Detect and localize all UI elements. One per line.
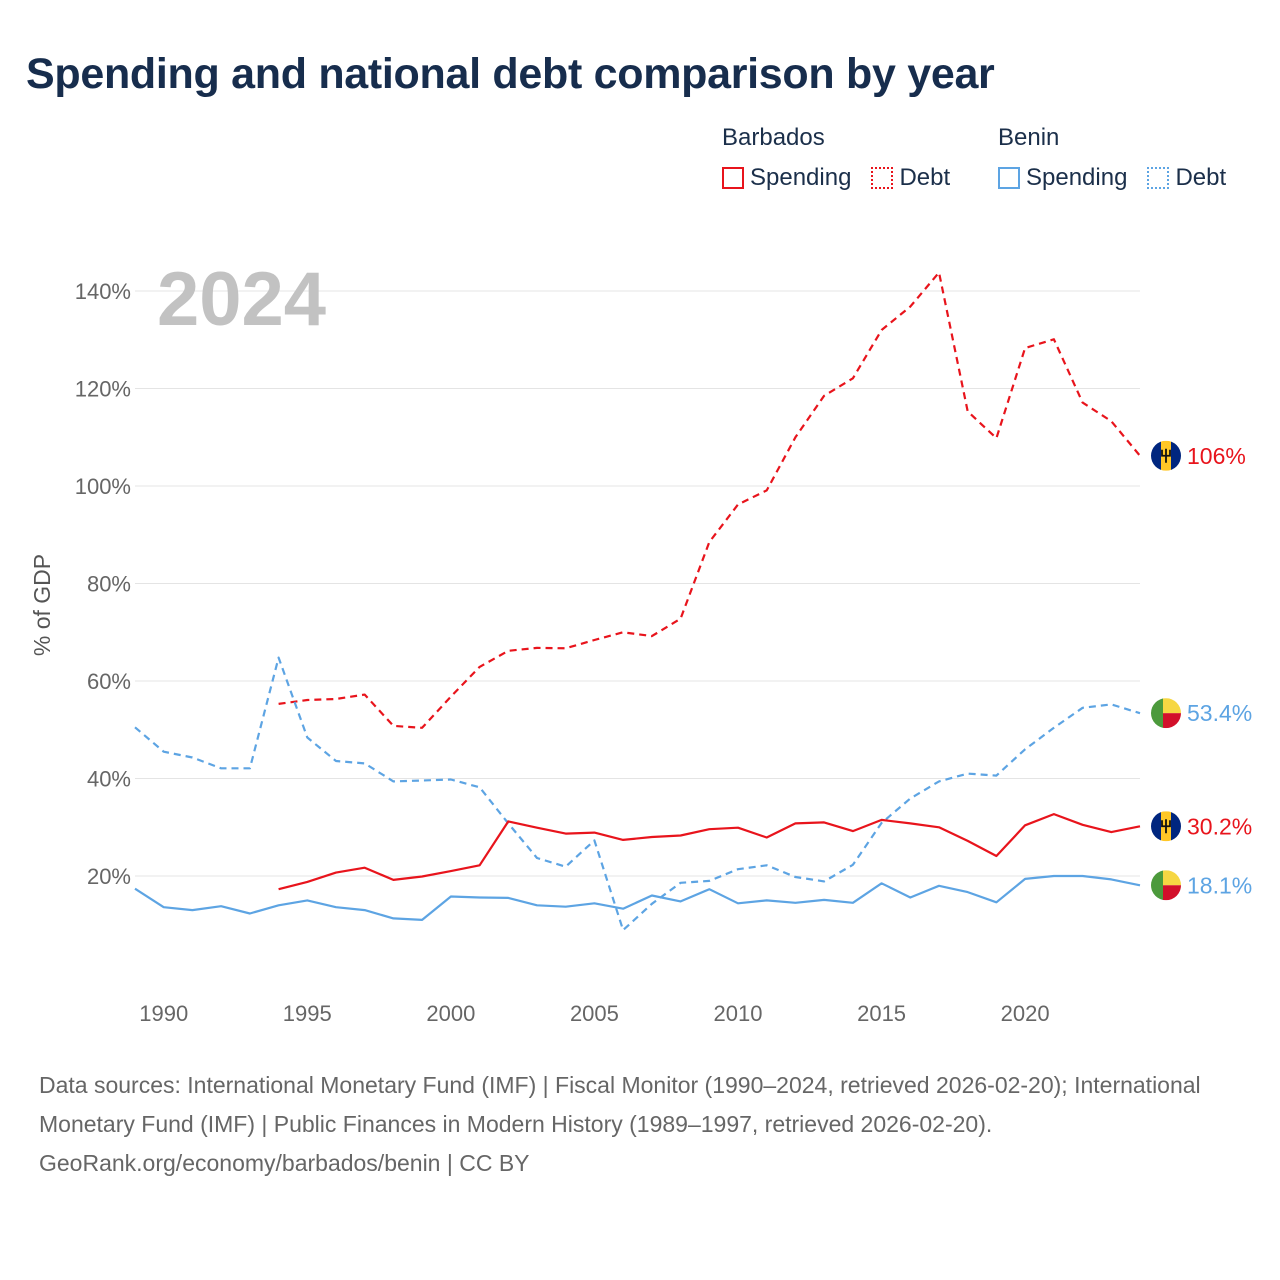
barbados-flag-icon (1151, 811, 1181, 842)
x-tick-label: 1995 (283, 1001, 332, 1026)
chart-title: Spending and national debt comparison by… (26, 50, 995, 98)
series-line-benin-debt[interactable] (134, 656, 1141, 932)
series-line-benin-spending[interactable] (134, 874, 1141, 922)
legend-label: Debt (899, 164, 951, 191)
x-axis-ticks: 1990 1995 2000 2005 2010 2015 2020 (139, 1001, 1049, 1026)
y-tick-label: 100% (75, 474, 131, 499)
y-axis-ticks: 20% 40% 60% 80% 100% 120% 140% (75, 279, 131, 889)
legend-swatch-solid (998, 167, 1020, 189)
y-tick-label: 40% (87, 767, 131, 792)
year-watermark: 2024 (157, 257, 326, 342)
line-chart: 20% 40% 60% 80% 100% 120% 140% 1990 1995 2000 200… (29, 257, 1252, 1026)
series-line-barbados-debt[interactable] (278, 271, 1141, 729)
y-axis-label: % of GDP (29, 554, 55, 656)
end-label-benin-debt: 53.4% (1187, 700, 1252, 726)
y-tick-label: 20% (87, 864, 131, 889)
benin-flag-icon (1151, 698, 1181, 729)
y-tick-label: 120% (75, 377, 131, 402)
benin-flag-icon (1151, 870, 1181, 901)
legend-label: Debt (1175, 164, 1227, 191)
legend-item-benin-spending[interactable]: Spending (998, 164, 1127, 192)
legend-swatch-dotted (1147, 167, 1170, 189)
legend-group-barbados: Barbados Spending Debt (722, 124, 950, 192)
credit-link[interactable]: GeoRank.org/economy/barbados/benin | CC … (39, 1150, 530, 1176)
legend-swatch-solid (722, 167, 744, 189)
x-tick-label: 1990 (139, 1001, 188, 1026)
x-tick-label: 2005 (570, 1001, 619, 1026)
legend-item-barbados-debt[interactable]: Debt (871, 164, 950, 192)
x-tick-label: 2010 (714, 1001, 763, 1026)
x-tick-label: 2000 (426, 1001, 475, 1026)
legend-label: Spending (1026, 164, 1128, 191)
legend-swatch-dotted (871, 167, 894, 189)
y-tick-label: 60% (87, 669, 131, 694)
series-lines (134, 271, 1141, 932)
legend-country-barbados: Barbados (722, 124, 825, 151)
barbados-flag-icon (1151, 440, 1181, 471)
end-label-barbados-debt: 106% (1187, 443, 1246, 469)
series-end-labels: 106% 53.4% 30.2% 18.1% (1151, 440, 1252, 901)
grid-lines (135, 290, 1140, 877)
legend-item-barbados-spending[interactable]: Spending (722, 164, 851, 192)
data-sources: Data sources: International Monetary Fun… (39, 1072, 1201, 1137)
x-tick-label: 2020 (1001, 1001, 1050, 1026)
end-label-benin-spending: 18.1% (1187, 872, 1252, 898)
legend-item-benin-debt[interactable]: Debt (1147, 164, 1226, 192)
x-tick-label: 2015 (857, 1001, 906, 1026)
series-line-barbados-spending[interactable] (278, 812, 1141, 891)
end-label-barbados-spending: 30.2% (1187, 813, 1252, 839)
legend-country-benin: Benin (998, 124, 1060, 151)
legend-group-benin: Benin Spending Debt (998, 124, 1226, 192)
y-tick-label: 140% (75, 279, 131, 304)
footer: Data sources: International Monetary Fun… (39, 1066, 1239, 1183)
legend-label: Spending (750, 164, 852, 191)
y-tick-label: 80% (87, 572, 131, 597)
